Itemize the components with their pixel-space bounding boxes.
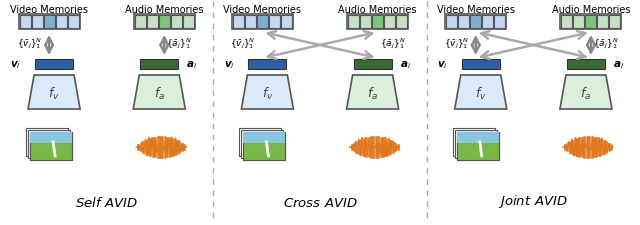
Bar bbox=[159, 16, 170, 29]
FancyBboxPatch shape bbox=[452, 128, 495, 156]
Text: $\it{Cross}$ $\mathbf{\it{AVID}}$: $\it{Cross}$ $\mathbf{\it{AVID}}$ bbox=[283, 196, 357, 209]
Bar bbox=[567, 60, 605, 70]
Text: $f_a$: $f_a$ bbox=[154, 86, 165, 102]
Bar bbox=[135, 16, 146, 29]
Text: Audio Memories: Audio Memories bbox=[125, 5, 204, 15]
Bar bbox=[171, 16, 182, 29]
Bar bbox=[384, 16, 395, 29]
Bar bbox=[348, 16, 359, 29]
Bar bbox=[360, 16, 371, 29]
Text: $f_a$: $f_a$ bbox=[580, 86, 591, 102]
FancyBboxPatch shape bbox=[243, 132, 285, 144]
Text: $\it{Self}$ $\mathbf{\it{AVID}}$: $\it{Self}$ $\mathbf{\it{AVID}}$ bbox=[75, 195, 138, 209]
Bar bbox=[597, 16, 609, 29]
Text: $\{\bar{a}_j\}_1^N$: $\{\bar{a}_j\}_1^N$ bbox=[166, 36, 192, 50]
Bar bbox=[56, 16, 67, 29]
Bar bbox=[281, 16, 292, 29]
Text: Video Memories: Video Memories bbox=[223, 5, 301, 15]
Text: $\boldsymbol{a}_i$: $\boldsymbol{a}_i$ bbox=[186, 59, 197, 71]
Text: Audio Memories: Audio Memories bbox=[552, 5, 630, 15]
Polygon shape bbox=[28, 76, 80, 110]
Text: $\{\bar{a}_j\}_1^N$: $\{\bar{a}_j\}_1^N$ bbox=[380, 36, 405, 50]
Bar bbox=[147, 16, 158, 29]
Polygon shape bbox=[560, 76, 612, 110]
FancyBboxPatch shape bbox=[457, 132, 499, 160]
Bar bbox=[458, 16, 469, 29]
Text: $\boldsymbol{a}_i$: $\boldsymbol{a}_i$ bbox=[399, 59, 411, 71]
FancyBboxPatch shape bbox=[241, 130, 284, 158]
Bar bbox=[461, 60, 500, 70]
Text: $\{\bar{v}_j\}_1^N$: $\{\bar{v}_j\}_1^N$ bbox=[230, 36, 256, 50]
Text: $\{\bar{v}_j\}_1^N$: $\{\bar{v}_j\}_1^N$ bbox=[17, 36, 43, 50]
Bar bbox=[20, 16, 31, 29]
Bar bbox=[573, 16, 584, 29]
Text: $\boldsymbol{v}_i$: $\boldsymbol{v}_i$ bbox=[10, 59, 21, 71]
Bar bbox=[257, 16, 268, 29]
Text: $f_v$: $f_v$ bbox=[262, 86, 273, 102]
Bar bbox=[31, 16, 43, 29]
FancyBboxPatch shape bbox=[30, 132, 72, 160]
Bar bbox=[354, 60, 392, 70]
Text: Audio Memories: Audio Memories bbox=[339, 5, 417, 15]
Text: $\it{Joint}$ $\mathbf{\it{AVID}}$: $\it{Joint}$ $\mathbf{\it{AVID}}$ bbox=[499, 192, 568, 209]
FancyBboxPatch shape bbox=[457, 132, 499, 160]
Text: $f_v$: $f_v$ bbox=[48, 86, 60, 102]
Bar bbox=[269, 16, 280, 29]
Text: $\boldsymbol{v}_i$: $\boldsymbol{v}_i$ bbox=[437, 59, 448, 71]
Bar bbox=[44, 16, 54, 29]
FancyBboxPatch shape bbox=[457, 132, 499, 144]
Bar bbox=[233, 16, 244, 29]
FancyBboxPatch shape bbox=[30, 132, 72, 160]
Text: $\{\bar{v}_j\}_1^N$: $\{\bar{v}_j\}_1^N$ bbox=[444, 36, 469, 50]
Bar bbox=[248, 60, 287, 70]
Bar bbox=[494, 16, 505, 29]
Bar bbox=[586, 16, 596, 29]
Text: $\{\bar{a}_j\}_1^N$: $\{\bar{a}_j\}_1^N$ bbox=[593, 36, 619, 50]
Bar bbox=[609, 16, 620, 29]
Bar bbox=[482, 16, 493, 29]
FancyBboxPatch shape bbox=[243, 132, 285, 160]
Polygon shape bbox=[347, 76, 399, 110]
Bar bbox=[68, 16, 79, 29]
Text: $\boldsymbol{v}_i$: $\boldsymbol{v}_i$ bbox=[223, 59, 234, 71]
Text: $f_a$: $f_a$ bbox=[367, 86, 378, 102]
Polygon shape bbox=[133, 76, 185, 110]
Bar bbox=[35, 60, 73, 70]
Text: $f_v$: $f_v$ bbox=[475, 86, 486, 102]
Bar bbox=[183, 16, 194, 29]
Text: $\boldsymbol{a}_i$: $\boldsymbol{a}_i$ bbox=[613, 59, 624, 71]
Polygon shape bbox=[455, 76, 507, 110]
FancyBboxPatch shape bbox=[28, 130, 70, 158]
Text: Video Memories: Video Memories bbox=[10, 5, 88, 15]
FancyBboxPatch shape bbox=[26, 128, 68, 156]
FancyBboxPatch shape bbox=[455, 130, 497, 158]
Bar bbox=[245, 16, 256, 29]
FancyBboxPatch shape bbox=[243, 132, 285, 160]
Bar bbox=[396, 16, 407, 29]
Bar bbox=[372, 16, 383, 29]
Bar bbox=[561, 16, 572, 29]
FancyBboxPatch shape bbox=[239, 128, 282, 156]
Bar bbox=[470, 16, 481, 29]
Bar bbox=[140, 60, 179, 70]
Polygon shape bbox=[241, 76, 293, 110]
FancyBboxPatch shape bbox=[30, 132, 72, 144]
Bar bbox=[446, 16, 457, 29]
Text: Video Memories: Video Memories bbox=[436, 5, 515, 15]
